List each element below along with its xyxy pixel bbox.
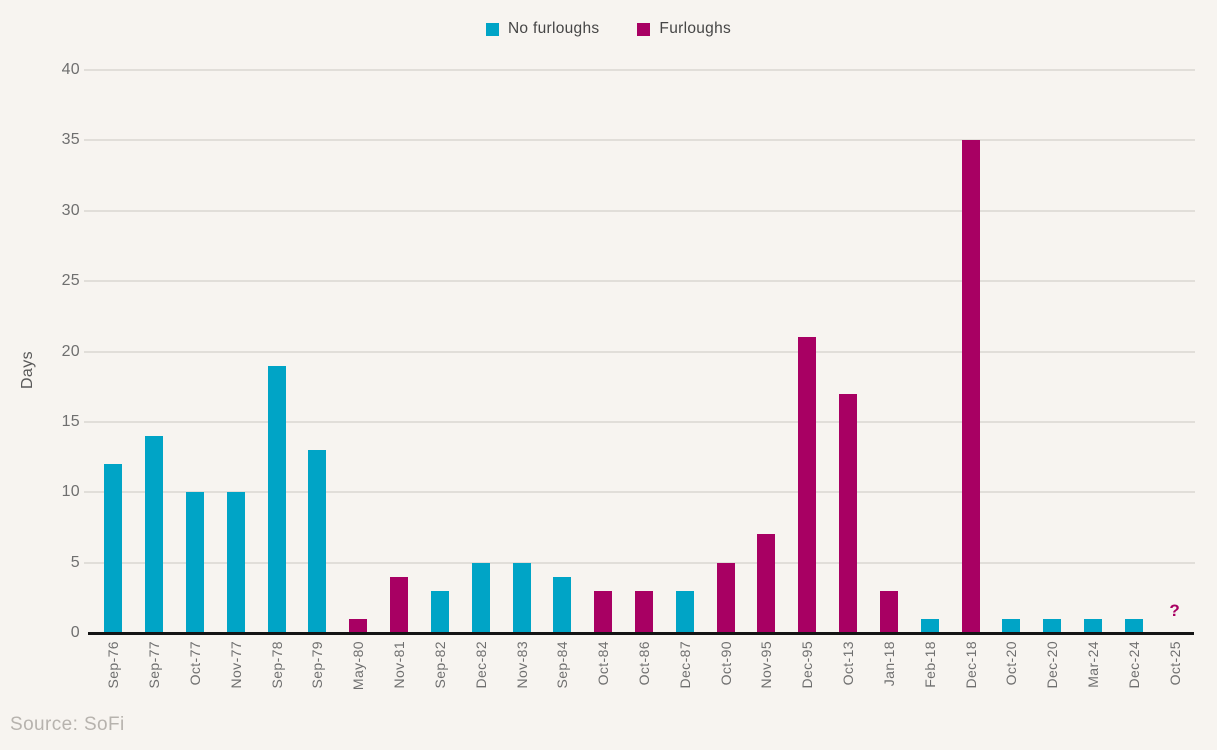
plot-area: ? (84, 69, 1195, 633)
legend-label: No furloughs (507, 20, 600, 37)
bar-dec-24 (1124, 618, 1143, 633)
x-tick-label-sep-78: Sep-78 (268, 641, 285, 689)
source-text: Source: SoFi (10, 714, 125, 735)
bar-oct-86 (635, 590, 653, 633)
x-tick-label-oct-20: Oct-20 (1003, 641, 1020, 686)
bar-feb-18 (920, 618, 939, 633)
legend-item-no-furloughs: No furloughs (485, 20, 600, 38)
bar-oct-90 (716, 562, 735, 633)
legend-item-furloughs: Furloughs (637, 20, 731, 38)
x-tick-label-dec-87: Dec-87 (676, 641, 693, 689)
bar-mar-24 (1083, 618, 1102, 633)
bar-sep-76 (104, 464, 123, 633)
legend-swatch-icon (485, 22, 499, 36)
bar-oct-13 (839, 393, 858, 633)
x-tick-label-oct-84: Oct-84 (595, 641, 612, 686)
gridline-20 (84, 350, 1195, 353)
x-tick-label-nov-77: Nov-77 (227, 641, 244, 689)
y-tick-label-40: 40 (61, 61, 80, 78)
bar-dec-95 (798, 337, 817, 633)
legend-swatch-icon (637, 22, 651, 36)
bar-dec-87 (675, 590, 694, 633)
bar-sep-79 (308, 450, 327, 633)
x-tick-label-nov-81: Nov-81 (391, 641, 408, 689)
bar-nov-81 (390, 576, 409, 633)
bar-nov-95 (757, 534, 776, 633)
x-tick-label-dec-82: Dec-82 (472, 641, 489, 689)
x-tick-label-nov-95: Nov-95 (758, 641, 775, 689)
x-tick-label-may-80: May-80 (350, 641, 367, 691)
x-tick-label-sep-82: Sep-82 (431, 641, 448, 689)
bar-sep-78 (267, 365, 286, 633)
bar-oct-77 (186, 492, 205, 633)
x-tick-label-sep-76: Sep-76 (105, 641, 122, 689)
x-tick-label-oct-13: Oct-13 (840, 641, 857, 686)
x-tick-label-oct-90: Oct-90 (717, 641, 734, 686)
x-tick-label-dec-95: Dec-95 (799, 641, 816, 689)
bar-dec-20 (1043, 618, 1062, 633)
y-tick-label-10: 10 (61, 483, 80, 501)
bar-sep-82 (430, 590, 449, 633)
x-tick-label-sep-84: Sep-84 (554, 641, 571, 689)
x-axis-line (88, 632, 1194, 635)
bar-jan-18 (879, 590, 898, 633)
unknown-value-annotation: ? (1169, 601, 1180, 620)
x-tick-label-nov-83: Nov-83 (513, 641, 530, 689)
x-tick-label-oct-25: Oct-25 (1166, 641, 1183, 686)
y-tick-label-5: 5 (70, 553, 80, 571)
x-tick-label-sep-79: Sep-79 (309, 641, 326, 689)
y-tick-label-20: 20 (61, 342, 80, 360)
gridline-30 (84, 209, 1195, 212)
legend-label: Furloughs (659, 20, 732, 37)
gridline-25 (84, 280, 1195, 283)
bar-nov-77 (226, 492, 245, 633)
bar-dec-82 (471, 562, 490, 633)
x-tick-label-feb-18: Feb-18 (921, 641, 938, 688)
x-tick-label-jan-18: Jan-18 (880, 641, 897, 687)
bar-sep-84 (553, 576, 572, 633)
y-tick-label-0: 0 (70, 624, 80, 641)
legend: No furloughs Furloughs (0, 20, 1217, 38)
x-tick-label-dec-24: Dec-24 (1125, 641, 1142, 689)
bar-nov-83 (512, 562, 531, 633)
gridline-10 (84, 491, 1195, 494)
y-tick-label-30: 30 (61, 201, 80, 219)
x-tick-label-mar-24: Mar-24 (1084, 641, 1101, 688)
x-tick-label-oct-77: Oct-77 (187, 641, 204, 686)
x-tick-label-dec-20: Dec-20 (1044, 641, 1061, 689)
bar-sep-77 (145, 435, 164, 633)
bar-oct-84 (594, 590, 613, 633)
y-tick-label-25: 25 (61, 272, 80, 290)
bar-may-80 (349, 618, 368, 633)
gridline-5 (84, 561, 1195, 564)
gridline-40 (84, 69, 1195, 71)
gridline-15 (84, 420, 1195, 423)
gridline-35 (84, 139, 1195, 142)
x-tick-label-dec-18: Dec-18 (962, 641, 979, 689)
x-tick-label-oct-86: Oct-86 (636, 641, 652, 686)
y-tick-label-35: 35 (61, 131, 80, 149)
x-tick-label-sep-77: Sep-77 (146, 641, 163, 689)
bar-dec-18 (961, 140, 980, 633)
y-tick-label-15: 15 (61, 412, 80, 430)
bar-oct-20 (1002, 618, 1021, 633)
y-axis-title: Days (19, 350, 36, 390)
